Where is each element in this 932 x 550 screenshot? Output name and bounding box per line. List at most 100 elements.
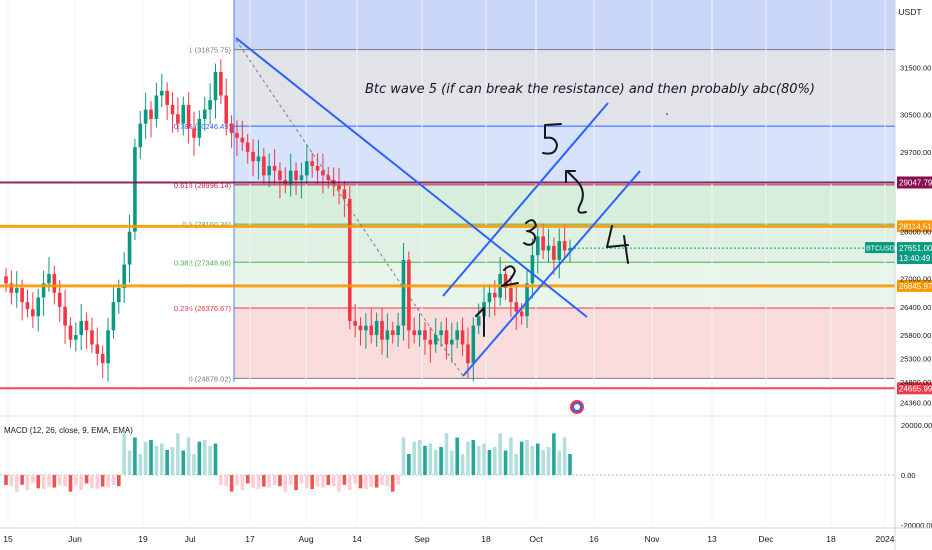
candle-body-44	[240, 137, 245, 143]
candle-body-59	[321, 170, 325, 176]
candle-body-42	[229, 123, 234, 134]
macd-bar-70	[380, 475, 384, 485]
macd-bar-97	[525, 440, 529, 475]
macd-bar-48	[262, 475, 266, 487]
candle-body-14	[79, 320, 83, 336]
candle-body-41	[224, 95, 229, 124]
macd-bar-49	[267, 475, 271, 488]
time-tick-2: 19	[138, 534, 148, 544]
macd-bar-7	[41, 475, 46, 489]
candle-body-87	[471, 325, 476, 364]
macd-bar-19	[106, 475, 110, 488]
candle-body-38	[208, 100, 212, 110]
macd-bar-56	[305, 475, 309, 489]
fib-label-5: 0.236 (26376.67)	[174, 304, 232, 313]
current-price-bg	[897, 242, 932, 265]
candle-body-2	[14, 288, 19, 293]
macd-title: MACD (12, 26, close, 9, EMA, EMA)	[4, 426, 133, 435]
candle-body-93	[503, 273, 508, 289]
candle-body-101	[546, 245, 551, 251]
candle-body-76	[412, 330, 417, 336]
macd-bar-47	[256, 475, 261, 489]
macd-bar-94	[509, 437, 513, 475]
candle-body-45	[245, 142, 250, 152]
candle-body-30	[165, 90, 169, 105]
macd-bar-96	[519, 441, 524, 475]
macd-bar-77	[417, 440, 422, 475]
candle-body-47	[256, 156, 261, 162]
time-tick-14: 18	[826, 534, 836, 544]
macd-bar-101	[546, 447, 551, 475]
candle-body-8	[47, 273, 51, 284]
macd-bar-104	[562, 437, 567, 475]
candle-body-49	[267, 165, 271, 176]
candle-body-7	[41, 283, 46, 298]
price-tick-6: 25800.00	[900, 331, 931, 340]
candle-body-48	[262, 156, 266, 176]
macd-bar-65	[353, 475, 357, 484]
channel-lower-line	[462, 170, 641, 377]
candle-body-26	[143, 109, 148, 124]
candle-body-57	[310, 161, 314, 166]
candle-body-39	[213, 71, 218, 101]
macd-bar-67	[364, 475, 368, 489]
fib-label-6: 0 (24878.02)	[188, 374, 231, 383]
macd-bar-20	[111, 475, 116, 485]
candle-body-91	[493, 292, 497, 298]
time-tick-3: Jul	[185, 534, 196, 544]
price-tick-9: 24360.00	[900, 399, 931, 408]
candle-body-27	[149, 109, 153, 119]
macd-bar-61	[331, 475, 336, 487]
price-tag-0: 29047.79	[899, 178, 932, 187]
macd-bar-74	[401, 437, 406, 475]
candle-body-36	[197, 118, 202, 138]
candle-body-77	[417, 330, 422, 336]
macd-bar-11	[63, 475, 67, 487]
time-tick-13: Dec	[758, 534, 774, 544]
current-symbol: BTCUSDT	[866, 246, 900, 253]
macd-bar-29	[159, 443, 164, 475]
price-tick-7: 25300.00	[900, 355, 931, 364]
candle-body-66	[358, 325, 363, 331]
candle-body-53	[288, 170, 293, 185]
candle-body-99	[535, 236, 540, 256]
current-countdown: 13:40:49	[899, 254, 931, 263]
macd-bar-103	[557, 450, 562, 475]
candle-body-29	[159, 90, 164, 96]
macd-bar-22	[122, 433, 126, 475]
candle-body-32	[176, 114, 180, 124]
macd-bar-36	[197, 441, 202, 475]
wave-1-label	[475, 307, 485, 337]
price-tick-4: 27000.00	[900, 275, 931, 284]
macd-bar-75	[407, 454, 411, 475]
macd-bar-76	[412, 441, 417, 475]
candle-body-54	[294, 170, 298, 181]
macd-bar-66	[358, 475, 363, 489]
fib-label-3: 0.5 (28160.36)	[182, 220, 231, 229]
candle-body-105	[568, 248, 572, 251]
price-tag-1: 28114.51	[899, 222, 932, 231]
candle-body-9	[52, 273, 57, 293]
macd-bar-33	[181, 450, 186, 475]
candle-body-69	[374, 320, 379, 336]
macd-bar-44	[240, 475, 245, 490]
macd-bar-2	[14, 475, 19, 492]
candle-body-95	[514, 302, 519, 312]
candle-body-6	[36, 297, 41, 317]
candle-body-80	[433, 335, 438, 345]
macd-bar-31	[170, 447, 175, 475]
candle-body-15	[84, 320, 89, 331]
fib-label-0: 1 (31875.75)	[188, 46, 231, 55]
macd-tick-0: 20000.00	[901, 421, 932, 430]
macd-bar-57	[310, 475, 314, 489]
macd-bar-95	[514, 454, 519, 475]
time-tick-15: 2024	[876, 534, 895, 544]
macd-bar-60	[326, 475, 331, 485]
macd-bar-1	[9, 475, 14, 487]
macd-bar-105	[568, 454, 572, 475]
macd-bar-40	[219, 475, 223, 485]
fib-diagonal	[235, 39, 464, 377]
price-tag-2: 26845.97	[899, 282, 932, 291]
macd-bar-88	[476, 445, 481, 475]
